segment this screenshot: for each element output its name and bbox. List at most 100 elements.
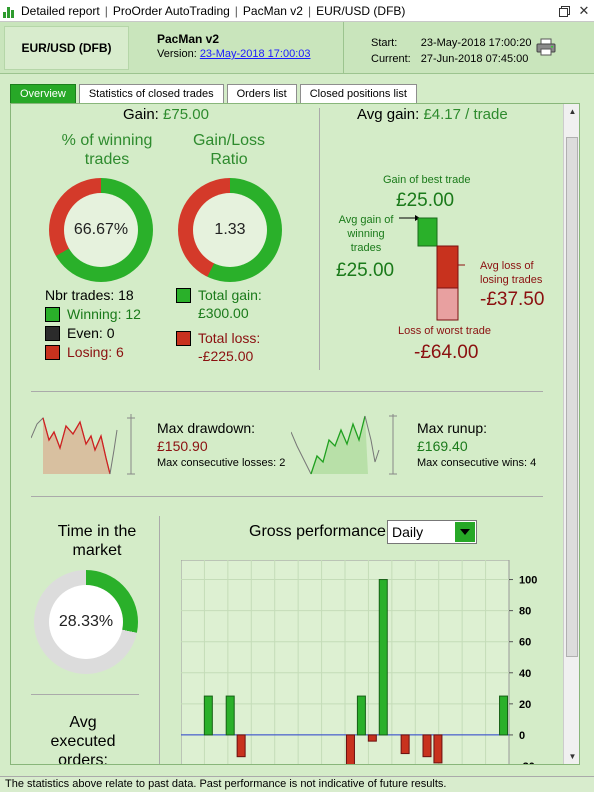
restore-icon[interactable] (554, 0, 574, 22)
ratio-title: Gain/Loss Ratio (169, 131, 289, 169)
avg-gain-caption: Avg gain of winning trades (335, 213, 397, 255)
total-gain-label: Total gain: (198, 287, 262, 303)
avg-gain-value: £4.17 / trade (423, 106, 508, 123)
scroll-thumb[interactable] (566, 137, 578, 657)
overview-panel: Gain: £75.00 % of winning trades 66.67% … (10, 103, 580, 765)
section-divider (319, 108, 320, 370)
gain-bar (225, 695, 235, 736)
y-tick-label: 40 (519, 668, 531, 680)
best-trade-label: Gain of best trade (383, 174, 471, 186)
total-loss-label: Total loss: (198, 330, 261, 346)
report-tabs: Overview Statistics of closed trades Ord… (10, 84, 420, 103)
total-gain-value: £300.00 (198, 305, 249, 321)
title-instrument: EUR/USD (DFB) (316, 3, 406, 18)
period-select[interactable]: Daily (387, 520, 477, 544)
avg-gain-caption-line3: trades (350, 242, 382, 254)
gain-label: Gain: (123, 106, 159, 123)
time-in-market-line1: Time in the (57, 523, 137, 540)
tab-overview[interactable]: Overview (10, 84, 76, 103)
time-in-market-title: Time in the market (31, 522, 163, 560)
title-separator: | (307, 3, 312, 18)
scroll-down-icon[interactable]: ▼ (568, 752, 577, 761)
drawdown-area (43, 418, 110, 474)
tab-orders-list[interactable]: Orders list (226, 84, 297, 103)
gross-performance-chart: 100 80 60 40 20 0 -20 (181, 560, 537, 764)
title-separator: | (234, 3, 238, 18)
instrument-label: EUR/USD (DFB) (4, 26, 129, 70)
avg-gain-label: Avg gain: (357, 106, 420, 123)
gain-value: £75.00 (163, 106, 209, 123)
vertical-scrollbar[interactable]: ▲ ▼ (563, 104, 579, 764)
max-drawdown-value: £150.90 (157, 438, 208, 454)
worst-trade-value: -£64.00 (414, 342, 479, 363)
avg-loss-bar (436, 245, 459, 289)
y-tick-label: 0 (519, 730, 525, 742)
winning-title-line2: trades (84, 151, 130, 168)
drawdown-recovery-line (109, 429, 118, 475)
start-label: Start: (371, 37, 398, 49)
losing-legend-swatch (45, 345, 60, 360)
gain-bar (203, 695, 213, 736)
avg-trade-range-graphic (399, 215, 465, 321)
max-drawdown-label: Max drawdown: (157, 420, 256, 436)
winning-value: 66.67% (64, 193, 138, 267)
avg-gain-heading: Avg gain: £4.17 / trade (357, 106, 508, 123)
even-legend-swatch (45, 326, 60, 341)
total-loss-value: -£225.00 (198, 348, 254, 364)
chevron-down-icon[interactable] (455, 522, 475, 542)
drawdown-mini-chart (31, 414, 135, 475)
close-icon[interactable]: ✕ (578, 3, 590, 18)
runup-line-green (310, 415, 366, 475)
current-label: Current: (371, 53, 411, 65)
runup-decline-line (364, 415, 380, 463)
version-link[interactable]: 23-May-2018 17:00:03 (199, 48, 311, 60)
report-header: EUR/USD (DFB) PacMan v2 Version: 23-May-… (0, 22, 594, 74)
date-range: Start: 23-May-2018 17:00:20 Current: 27-Ju… (369, 34, 541, 68)
gain-heading: Gain: £75.00 (123, 106, 209, 123)
section-divider (159, 516, 160, 764)
scroll-up-icon[interactable]: ▲ (568, 107, 577, 116)
avg-executed-line1: Avg (69, 714, 97, 731)
tab-closed-positions-list[interactable]: Closed positions list (299, 84, 417, 103)
y-tick-label: 100 (519, 575, 537, 587)
total-loss-swatch (176, 331, 191, 346)
section-separator (31, 694, 139, 695)
title-platform: ProOrder AutoTrading (112, 3, 230, 18)
loss-bar (433, 734, 443, 764)
loss-bar (367, 734, 377, 742)
total-gain-swatch (176, 288, 191, 303)
gain-bar (378, 579, 388, 736)
avg-gain-caption-line1: Avg gain of (338, 214, 394, 226)
section-separator (31, 496, 543, 497)
runup-line-gray (291, 431, 312, 475)
drawdown-line-red (42, 417, 111, 475)
max-runup-label: Max runup: (417, 420, 488, 436)
strategy-name: PacMan v2 (157, 32, 220, 46)
printer-icon[interactable] (536, 38, 556, 56)
window-controls: ✕ (554, 0, 594, 22)
disclaimer: The statistics above relate to past data… (0, 776, 594, 792)
period-select-value: Daily (392, 524, 424, 540)
section-separator (31, 391, 543, 392)
avg-loss-value: -£37.50 (480, 289, 545, 310)
title-report: Detailed report (21, 3, 100, 18)
gain-bar (356, 695, 366, 736)
winning-title: % of winning trades (47, 131, 167, 169)
title-separator: | (104, 3, 108, 18)
avg-executed-orders-title: Avg executed orders: (31, 713, 135, 764)
tab-statistics-closed-trades[interactable]: Statistics of closed trades (78, 84, 224, 103)
avg-loss-caption-line1: Avg loss of (480, 260, 534, 272)
version-label: Version: (157, 48, 197, 60)
even-count: Even: 0 (67, 325, 115, 341)
ratio-donut: 1.33 (178, 178, 282, 282)
runup-mini-chart (291, 414, 397, 475)
ratio-title-line1: Gain/Loss (192, 132, 266, 149)
runup-area (311, 416, 368, 474)
avg-loss-caption: Avg loss of losing trades (480, 259, 542, 287)
ratio-title-line2: Ratio (210, 151, 248, 168)
loss-bar (345, 734, 355, 764)
max-consecutive-losses: Max consecutive losses: 2 (157, 457, 286, 469)
gross-performance-title: Gross performance (249, 523, 386, 540)
window-titlebar: Detailed report | ProOrder AutoTrading |… (0, 0, 594, 22)
loss-bar (422, 734, 432, 758)
